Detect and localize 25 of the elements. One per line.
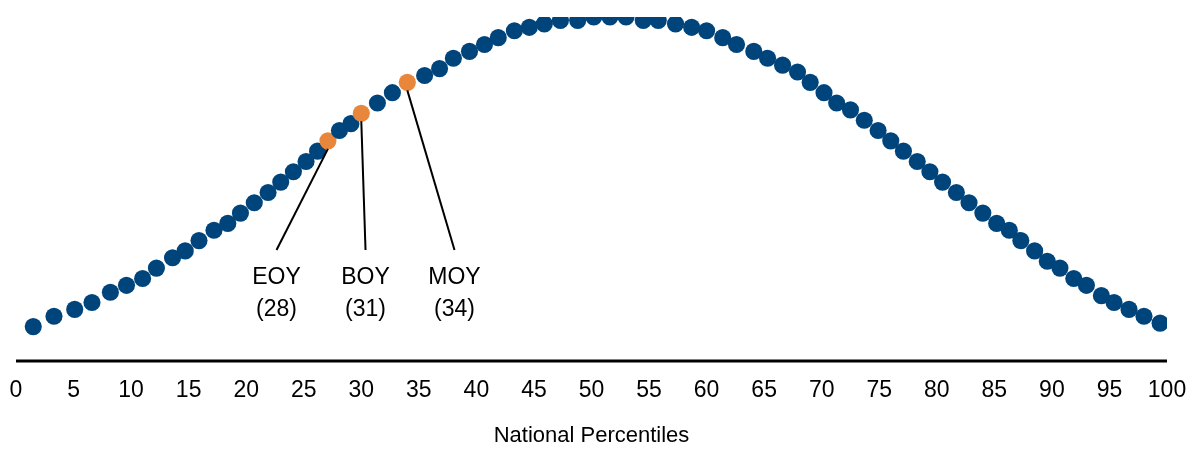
x-tick-label: 70 [808,376,835,403]
x-tick-label: 45 [521,376,547,403]
x-tick-label: 20 [233,376,259,403]
x-tick-label: 40 [463,376,490,403]
x-tick-label: 15 [175,376,202,403]
x-tick-label: 55 [636,376,662,403]
x-tick-label: 85 [981,376,1008,403]
x-axis-title: National Percentiles [493,422,690,447]
x-tick-label: 10 [118,376,144,403]
annotation: BOY (31) [341,263,390,321]
x-tick-label: 30 [348,376,375,403]
x-tick-label: 75 [866,376,893,403]
x-tick-label: 90 [1039,376,1065,403]
x-tick-label: 80 [924,376,950,403]
x-tick-label: 65 [751,376,777,403]
x-tick-label: 35 [406,376,432,403]
x-tick-label: 60 [693,376,720,403]
x-tick-label: 0 [9,376,23,403]
x-tick-label: 25 [290,376,317,403]
annotation: EOY (28) [252,263,301,321]
x-tick-label: 100 [1147,376,1187,403]
annotation: MOY (34) [428,263,481,321]
x-tick-label: 50 [578,376,605,403]
x-tick-label: 5 [67,376,80,403]
x-tick-label: 95 [1096,376,1123,403]
